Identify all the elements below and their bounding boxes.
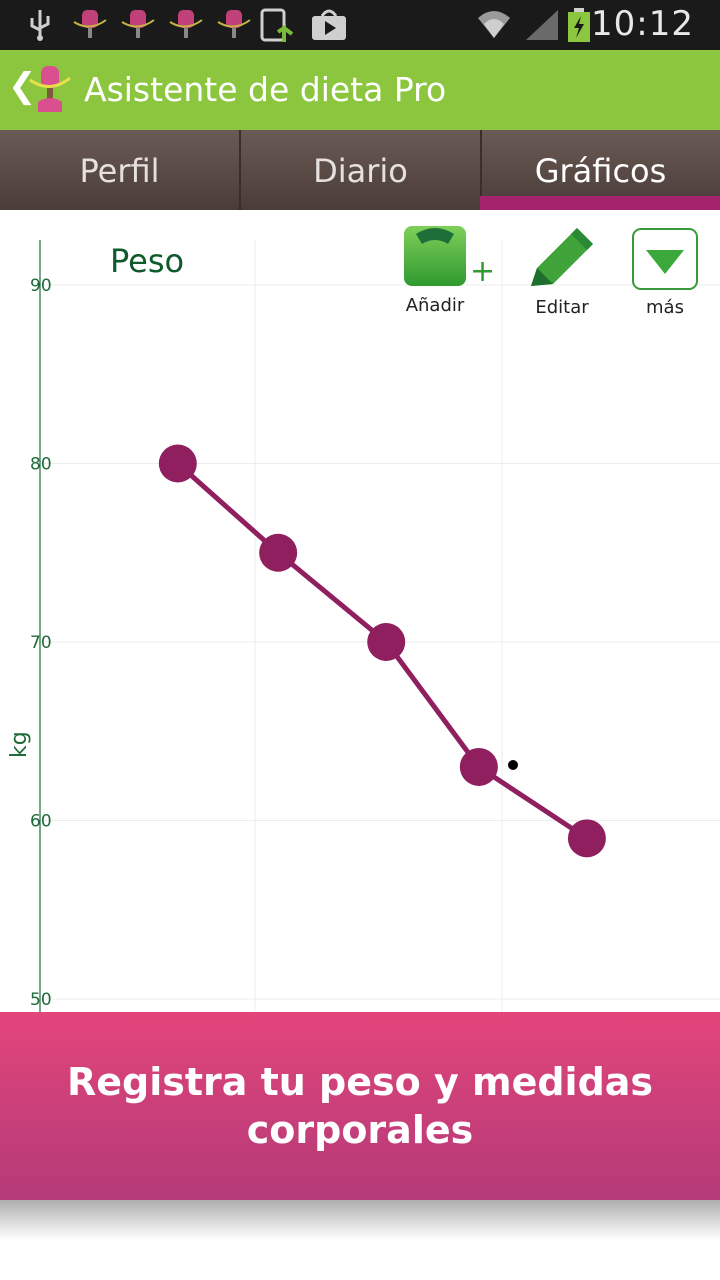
y-axis-label: kg [7,731,32,758]
tab-perfil[interactable]: Perfil [0,130,241,210]
scale-icon [404,226,466,286]
app-title: Asistente de dieta Pro [84,70,447,109]
dress-form-icon [121,10,155,38]
signal-icon [526,10,558,40]
usb-icon [30,10,50,41]
dress-form-icon [73,10,107,38]
y-tick-label: 80 [30,455,52,475]
y-tick-label: 60 [30,812,52,832]
data-point [459,747,498,786]
data-point [259,533,298,572]
banner-shadow [0,1200,720,1240]
edit-label: Editar [535,297,589,318]
tab-bar: Perfil Diario Gráficos [0,130,720,210]
status-time: 10:12 [591,4,694,44]
touch-indicator-dot [508,760,518,770]
battery-charging-icon [568,8,590,42]
play-store-icon [312,9,346,40]
dress-form-icon[interactable] [28,64,72,116]
wifi-icon [478,11,510,38]
edit-button[interactable]: Editar [520,224,604,318]
y-tick-label: 90 [30,276,52,296]
back-chevron-icon[interactable]: ❮ [8,66,37,106]
promo-text: Registra tu peso y medidas corporales [66,1060,654,1152]
chart-title: Peso [110,242,185,280]
dress-form-icon [169,10,203,38]
y-tick-label: 50 [30,990,52,1010]
status-bar: 10:12 [0,0,720,50]
data-point [367,623,406,661]
data-point [567,819,606,858]
action-bar: ❮ Asistente de dieta Pro [0,50,720,130]
pencil-icon [531,228,593,286]
add-label: Añadir [405,295,465,316]
data-point [158,444,197,483]
more-label: más [646,297,684,318]
more-button[interactable]: más [632,228,698,318]
y-tick-label: 70 [30,633,52,653]
dropdown-arrow-icon [632,228,698,290]
add-button[interactable]: Añadir [400,224,470,316]
plus-icon: + [470,254,496,289]
dress-form-icon [217,10,251,38]
tab-diario[interactable]: Diario [241,130,482,210]
active-tab-indicator [480,196,720,210]
download-icon [260,8,294,42]
promo-banner: Registra tu peso y medidas corporales [0,1012,720,1200]
tab-graficos[interactable]: Gráficos [534,152,667,190]
